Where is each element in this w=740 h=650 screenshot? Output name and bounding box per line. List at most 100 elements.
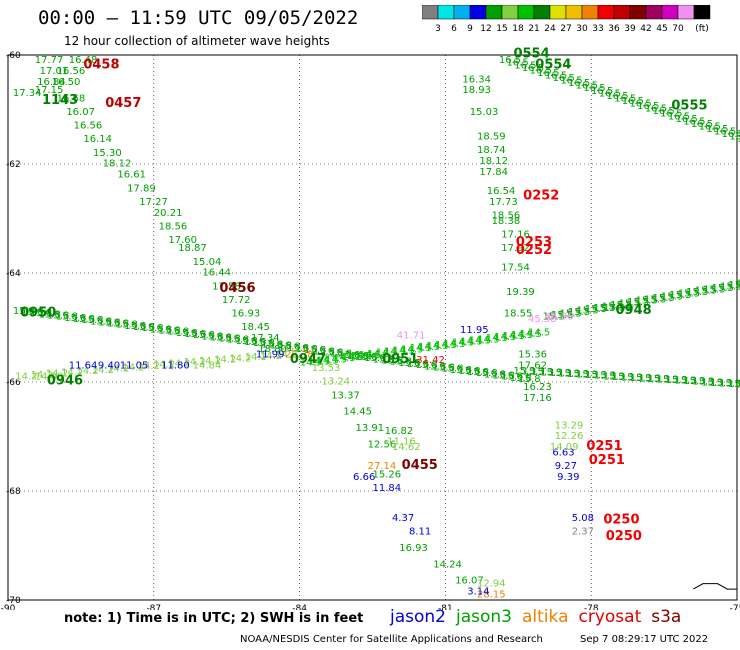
- wave-height-value: 16.50: [52, 77, 81, 88]
- track-value-label: 15.8: [64, 313, 86, 324]
- track-value-label: 15.8: [107, 319, 129, 330]
- colorbar-tick: 39: [624, 24, 636, 34]
- track-value-label: 16.5: [645, 104, 667, 115]
- track-value-label: 16.5: [537, 68, 559, 79]
- track-value-label: 14.5: [520, 329, 542, 340]
- track-value-label: 15.8: [39, 309, 61, 320]
- track-value-label: 14.5: [384, 347, 406, 358]
- y-tick-label: -60: [6, 51, 21, 61]
- wave-height-value: 13.37: [331, 390, 360, 401]
- track-value-label: 15.3: [540, 367, 562, 378]
- wave-height-value: 18.12: [103, 159, 132, 170]
- track-value-label: 15.8: [30, 308, 52, 319]
- track-value-label: 15.8: [475, 368, 497, 379]
- track-value-label: 15.5: [729, 280, 740, 291]
- track-value-label: 15.8: [193, 330, 215, 341]
- track-value-label: 15.3: [576, 370, 598, 381]
- track-value-label: 14.5: [393, 345, 415, 356]
- colorbar-swatch: [693, 5, 711, 20]
- track-value-label: 15.8: [356, 352, 378, 363]
- wave-height-value: 16.07: [66, 107, 95, 118]
- colorbar-tick: 9: [467, 24, 473, 34]
- track-value-label: 14.5: [427, 341, 449, 352]
- track-value-label: 15.8: [304, 345, 326, 356]
- track-value-label: 15.5: [602, 301, 624, 312]
- track-value-label: 15.8: [278, 342, 300, 353]
- wave-height-value: 14.24: [433, 559, 462, 570]
- track-value-label: 15.3: [737, 379, 740, 390]
- pass-time-label: 0946: [47, 374, 83, 389]
- track-value-label: 14.2: [168, 358, 190, 369]
- wave-height-value: 17.72: [222, 295, 251, 306]
- track-value-label: 15.3: [603, 371, 625, 382]
- wave-height-value: 6.66: [353, 472, 375, 483]
- wave-height-value: 20.21: [154, 208, 183, 219]
- track-value-label: 15.3: [513, 366, 535, 377]
- track-value-label: 14.5: [503, 331, 525, 342]
- track-value-label: 15.8: [90, 316, 112, 327]
- wave-height-value: 28.15: [477, 589, 506, 600]
- pass-time-label: 0251: [586, 439, 622, 454]
- track-value-label: 15.8: [167, 327, 189, 338]
- wave-height-value: 3.14: [467, 587, 489, 598]
- track-value-label: 15.8: [150, 324, 172, 335]
- pass-time-label: 0253: [516, 235, 552, 250]
- wave-height-value: 15.36: [518, 349, 547, 360]
- track-value-label: 14.2: [275, 349, 297, 360]
- track-value-label: 15.5: [644, 294, 666, 305]
- pass-time-label: 0458: [83, 58, 119, 73]
- track-value-label: 15.3: [648, 374, 670, 385]
- track-value-label: 15.5: [712, 283, 734, 294]
- wave-height-value: 6.63: [552, 448, 574, 459]
- track-value-label: 15.8: [518, 374, 540, 385]
- track-value-label: 15.3: [594, 371, 616, 382]
- track-value-label: 15.8: [227, 335, 249, 346]
- wave-height-value: 15.04: [193, 257, 222, 268]
- track-value-label: 14.2: [184, 357, 206, 368]
- track-value-label: 15.8: [253, 338, 275, 349]
- track-value-label: 14.5: [367, 349, 389, 360]
- y-tick-label: -66: [6, 378, 21, 388]
- track-value-label: 15.8: [13, 306, 35, 317]
- track-value-label: 16.5: [591, 86, 613, 97]
- wave-height-value: 18.87: [178, 243, 207, 254]
- track-value-label: 15.5: [585, 304, 607, 315]
- wave-height-value: 14.84: [193, 360, 222, 371]
- track-value-label: 14.2: [92, 365, 114, 376]
- wave-height-value: 17.54: [501, 262, 530, 273]
- colorbar-tick: 33: [592, 24, 603, 34]
- track-value-label: 16.5: [553, 73, 575, 84]
- pass-time-label: 0947: [290, 352, 326, 367]
- track-value-label: 15.8: [287, 343, 309, 354]
- track-value-label: 14.2: [15, 371, 37, 382]
- colorbar-tick: 12: [480, 24, 491, 34]
- y-tick-label: -62: [6, 160, 21, 170]
- track-value-label: 14.2: [245, 352, 267, 363]
- wave-height-value: 13.53: [312, 363, 341, 374]
- wave-height-value: 14.45: [343, 407, 372, 418]
- track-value-label: 15.8: [296, 344, 318, 355]
- track-value-label: 15.8: [176, 328, 198, 339]
- wave-height-value: 17.77: [35, 55, 64, 66]
- wave-height-value: 18.45: [241, 322, 270, 333]
- track-value-label: 16.5: [568, 78, 590, 89]
- track-value-label: 15.3: [531, 367, 553, 378]
- wave-height-value: 16.93: [399, 543, 428, 554]
- wave-height-value: 12.56: [368, 439, 397, 450]
- track-value-label: 16.5: [691, 119, 713, 130]
- track-value-label: 15.5: [636, 296, 658, 307]
- track-value-label: 15.3: [522, 366, 544, 377]
- wave-height-value: 16.54: [487, 186, 516, 197]
- track-value-label: 14.5: [401, 344, 423, 355]
- coastline: [693, 583, 737, 590]
- track-value-label: 14.5: [435, 340, 457, 351]
- pass-time-label: 0252: [516, 243, 552, 258]
- wave-height-value: 18.93: [462, 85, 491, 96]
- track-value-label: 16.5: [699, 121, 721, 132]
- y-tick-label: -68: [6, 487, 21, 497]
- track-value-label: 15.8: [270, 341, 292, 352]
- track-value-label: 14.5: [317, 355, 339, 366]
- wave-height-value: 18.59: [477, 131, 506, 142]
- track-value-label: 15.5: [627, 297, 649, 308]
- track-value-label: 14.5: [359, 350, 381, 361]
